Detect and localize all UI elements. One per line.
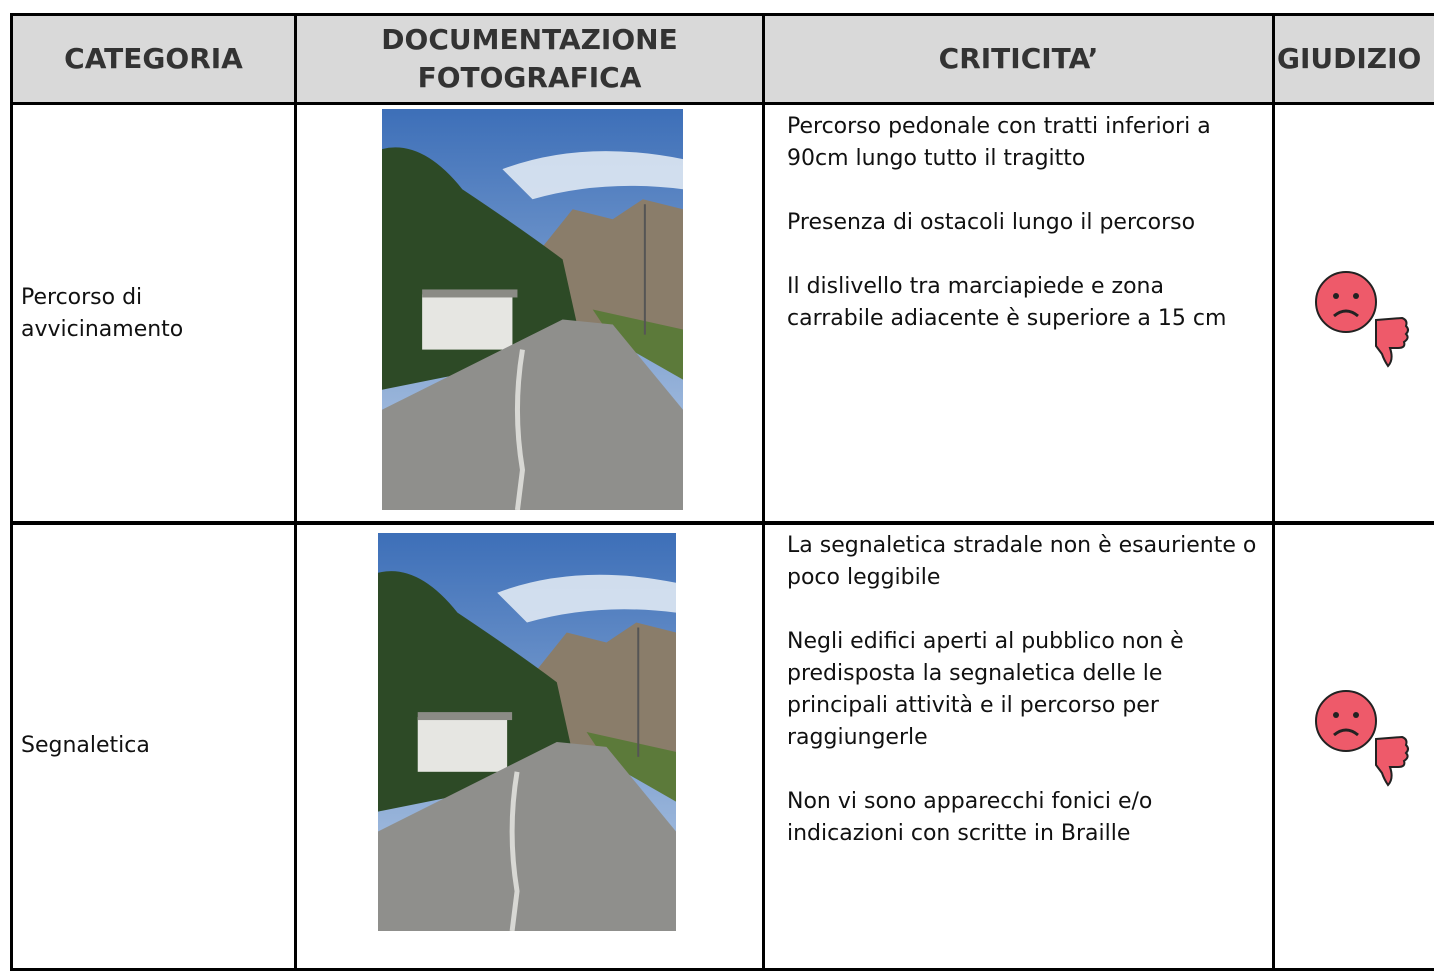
category-cell: Percorso di avvicinamento bbox=[10, 102, 297, 525]
issue-text: Percorso pedonale con tratti inferiori a… bbox=[787, 114, 1211, 171]
sad-thumbs-down-icon bbox=[1315, 271, 1409, 368]
issue-text: Il dislivello tra marciapiede e zona car… bbox=[787, 274, 1227, 331]
issue-text: Presenza di ostacoli lungo il percorso bbox=[787, 210, 1196, 235]
page: CATEGORIA DOCUMENTAZIONE FOTOGRAFICA CRITI… bbox=[10, 13, 1434, 971]
issue-text: La segnaletica stradale non è esauriente… bbox=[787, 533, 1257, 590]
header-cell: DOCUMENTAZIONE FOTOGRAFICA bbox=[294, 13, 765, 105]
photo bbox=[382, 109, 683, 510]
photo bbox=[378, 533, 676, 931]
issues-cell: Percorso pedonale con tratti inferiori a… bbox=[762, 102, 1275, 525]
issue-text: Negli edifici aperti al pubblico non è p… bbox=[787, 629, 1184, 750]
sad-thumbs-down-icon bbox=[1315, 690, 1409, 787]
header-cell: CATEGORIA bbox=[10, 13, 297, 105]
header-cell: GIUDIZIO bbox=[1272, 13, 1434, 105]
category-cell: Segnaletica bbox=[10, 521, 297, 971]
header-cell: CRITICITA’ bbox=[762, 13, 1275, 105]
issues-cell: La segnaletica stradale non è esauriente… bbox=[762, 521, 1275, 971]
issue-text: Non vi sono apparecchi fonici e/o indica… bbox=[787, 789, 1153, 846]
